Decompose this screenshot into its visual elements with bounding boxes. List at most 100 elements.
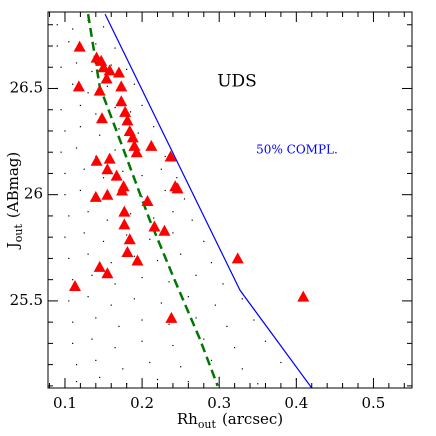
field-point — [172, 211, 174, 213]
field-point — [191, 219, 193, 221]
field-point — [83, 168, 85, 170]
field-point — [241, 368, 243, 370]
source-marker — [112, 66, 125, 78]
annotation: UDS — [217, 72, 257, 92]
field-point — [195, 317, 197, 319]
x-axis-label: Rhout (arcsec) — [177, 410, 283, 431]
source-marker — [123, 233, 136, 245]
field-point — [60, 151, 62, 153]
source-marker — [115, 95, 128, 107]
field-point — [156, 259, 159, 262]
field-point — [91, 274, 93, 277]
field-point — [176, 177, 178, 179]
field-point — [160, 168, 162, 170]
field-point — [129, 213, 132, 215]
x-tick-label: 0.1 — [53, 394, 77, 412]
y-tick-label: 26 — [24, 185, 43, 203]
field-point — [141, 174, 143, 177]
field-point — [222, 283, 224, 285]
field-point — [87, 92, 89, 94]
field-point — [126, 68, 128, 70]
x-label-rest: (arcsec) — [222, 410, 283, 428]
field-point — [95, 113, 97, 115]
field-point — [141, 104, 143, 107]
field-point — [56, 24, 58, 26]
field-point — [168, 323, 170, 325]
field-point — [106, 85, 108, 87]
source-marker — [121, 114, 134, 126]
field-point — [102, 240, 105, 243]
field-point — [79, 189, 81, 192]
source-marker — [131, 254, 144, 266]
field-point — [141, 340, 143, 342]
field-point — [195, 274, 197, 277]
source-marker — [158, 224, 171, 236]
source-marker — [93, 260, 106, 272]
source-marker — [148, 220, 161, 232]
source-marker — [126, 131, 139, 143]
field-point — [241, 298, 243, 300]
completeness-line — [104, 13, 313, 389]
field-point — [234, 347, 236, 349]
field-point — [114, 347, 116, 349]
source-marker — [118, 205, 131, 217]
field-point — [180, 366, 182, 368]
field-point — [210, 262, 213, 264]
field-point — [91, 338, 93, 340]
source-marker — [115, 80, 128, 92]
field-point — [214, 304, 216, 306]
field-point — [102, 26, 105, 28]
x-label-main: Rh — [177, 410, 198, 428]
field-point — [149, 361, 151, 364]
field-point — [141, 196, 143, 198]
source-marker — [141, 195, 154, 207]
source-marker — [97, 61, 110, 73]
field-point — [164, 155, 166, 158]
field-point — [153, 126, 155, 128]
field-point — [133, 298, 135, 300]
field-point — [126, 234, 128, 236]
field-point — [102, 177, 105, 179]
field-point — [226, 325, 228, 327]
field-point — [64, 130, 66, 132]
field-point — [164, 189, 166, 192]
field-point — [183, 198, 186, 200]
field-point — [64, 236, 66, 238]
source-marker — [103, 152, 116, 164]
source-marker — [73, 40, 86, 52]
field-point — [114, 106, 116, 109]
field-point — [64, 194, 66, 196]
source-marker — [231, 252, 244, 264]
field-point — [172, 232, 174, 234]
source-marker — [101, 267, 114, 279]
field-point — [156, 378, 159, 381]
field-point — [68, 41, 70, 43]
field-point — [172, 344, 174, 347]
field-point — [99, 134, 101, 136]
field-point — [168, 281, 170, 283]
field-point — [95, 317, 97, 319]
field-point — [110, 304, 112, 306]
field-point — [180, 253, 182, 255]
field-point — [87, 211, 89, 213]
field-point — [72, 28, 74, 30]
field-point — [133, 255, 135, 257]
field-point — [64, 172, 66, 175]
field-point — [68, 257, 70, 260]
field-point — [129, 111, 132, 113]
field-point — [110, 64, 112, 66]
field-point — [153, 217, 155, 219]
source-marker — [297, 290, 310, 302]
field-point — [187, 296, 189, 298]
field-point — [75, 147, 78, 149]
field-point — [72, 279, 74, 281]
field-point — [99, 376, 101, 378]
field-point — [203, 338, 205, 340]
x-tick-label: 0.5 — [362, 394, 386, 412]
source-marker — [165, 311, 178, 323]
source-marker — [121, 246, 134, 258]
field-point — [79, 126, 81, 128]
source-marker — [116, 184, 129, 196]
field-point — [118, 128, 120, 130]
field-point — [95, 43, 97, 45]
